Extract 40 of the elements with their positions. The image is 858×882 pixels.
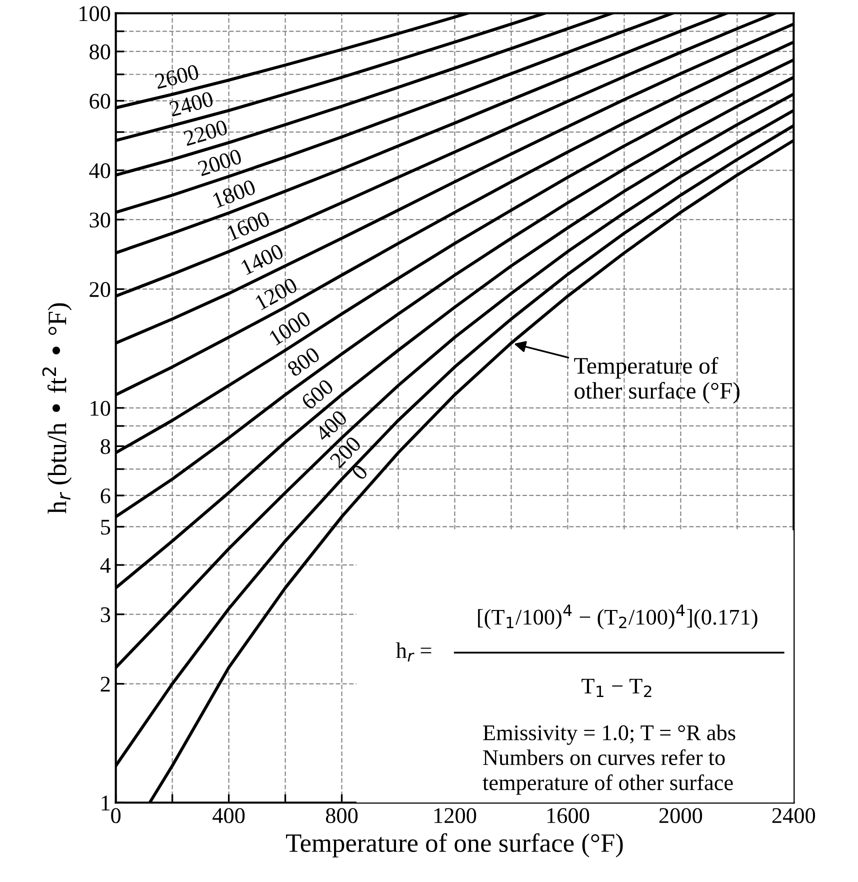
text: 1000 <box>268 310 312 346</box>
y-tick-label: 8 <box>100 439 110 454</box>
text: 1800 <box>212 179 256 208</box>
x-tick-label: 800 <box>326 808 358 824</box>
y-tick-label: 6 <box>100 488 110 504</box>
x-tick-label: 1200 <box>434 808 476 824</box>
annotation: Emissivity = 1.0; T = °R abs Numbers on curves refer to temperature of other surface <box>482 724 736 795</box>
y-tick-label: 1 <box>102 796 110 810</box>
y-tick-label: 10 <box>90 400 110 416</box>
y-tick-label: 60 <box>90 94 110 109</box>
y-tick-label: 40 <box>89 163 110 178</box>
text: 2200 <box>183 120 228 146</box>
annotation: T$_{1}$ − T$_{2}$ <box>582 678 652 698</box>
text: 1200 <box>254 277 298 310</box>
x-tick-label: 400 <box>212 808 245 824</box>
text: 2600 <box>154 64 200 90</box>
y-axis-title: h$_{r}$ (btu/h • ft$^{2}$ • °F) <box>42 303 72 514</box>
x-tick-label: 1600 <box>547 808 590 824</box>
y-tick-label: 5 <box>101 520 110 535</box>
y-tick-label: 3 <box>100 607 110 622</box>
x-tick-label: 2400 <box>772 808 816 824</box>
x-tick-label: 0 <box>111 808 121 824</box>
y-tick-label: 30 <box>90 212 110 228</box>
y-tick-label: 80 <box>90 44 110 60</box>
text: 1400 <box>240 243 284 276</box>
text: [(T$_{1}$/100)$^{4}$ − (T$_{2}$/100)$^{4}$](0.171) <box>478 604 758 630</box>
text: 2000 <box>197 148 242 176</box>
annotation: Temperature of other surface (°F) <box>574 356 740 404</box>
text: 2400 <box>168 91 214 117</box>
y-tick-label: 100 <box>80 6 110 22</box>
text: 600 <box>300 378 334 410</box>
x-tick-label: 2000 <box>659 808 702 824</box>
y-tick-label: 20 <box>90 282 110 298</box>
text: 1600 <box>226 210 271 241</box>
text: 800 <box>286 346 321 378</box>
annotation: h$_{r}$ = <box>396 642 432 662</box>
text: 400 <box>314 409 348 442</box>
y-tick-label: 2 <box>100 676 110 692</box>
y-tick-label: 4 <box>100 558 111 573</box>
x-axis-title: Temperature of one surface (°F) <box>286 833 623 858</box>
